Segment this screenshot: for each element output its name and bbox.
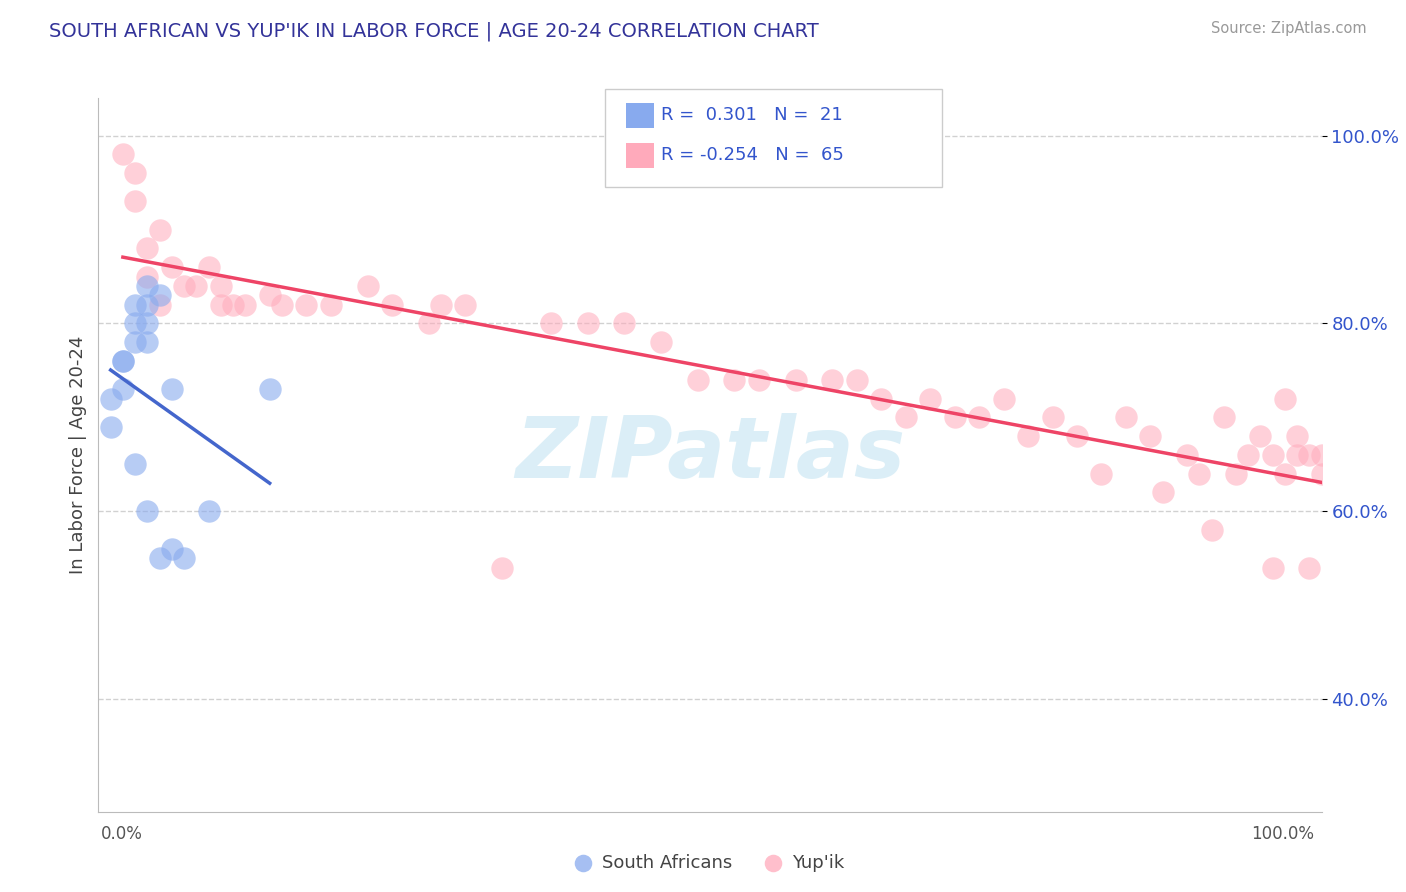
Point bbox=[430, 298, 453, 312]
Point bbox=[967, 410, 990, 425]
Point bbox=[748, 373, 770, 387]
Point bbox=[920, 392, 942, 406]
Point bbox=[222, 298, 245, 312]
Point bbox=[259, 288, 281, 302]
Point bbox=[1175, 448, 1198, 462]
Point bbox=[136, 504, 159, 518]
Text: South Africans: South Africans bbox=[602, 854, 733, 871]
Point bbox=[173, 279, 195, 293]
Point bbox=[1225, 467, 1247, 481]
Point bbox=[209, 298, 232, 312]
Point bbox=[723, 373, 745, 387]
Point bbox=[540, 317, 562, 331]
Point bbox=[1261, 448, 1284, 462]
Point bbox=[136, 279, 159, 293]
Y-axis label: In Labor Force | Age 20-24: In Labor Force | Age 20-24 bbox=[69, 335, 87, 574]
Point bbox=[1274, 392, 1296, 406]
Point bbox=[821, 373, 844, 387]
Point bbox=[149, 551, 172, 566]
Point bbox=[197, 504, 219, 518]
Point bbox=[1212, 410, 1234, 425]
Point bbox=[1188, 467, 1211, 481]
Point bbox=[233, 298, 256, 312]
Point bbox=[650, 335, 672, 350]
Text: R = -0.254   N =  65: R = -0.254 N = 65 bbox=[661, 146, 844, 164]
Point bbox=[1310, 448, 1333, 462]
Point bbox=[572, 855, 595, 870]
Point bbox=[149, 298, 172, 312]
Point bbox=[418, 317, 440, 331]
Point bbox=[894, 410, 917, 425]
Point bbox=[943, 410, 966, 425]
Point bbox=[111, 382, 134, 396]
Point bbox=[1286, 448, 1309, 462]
Point bbox=[686, 373, 709, 387]
Point bbox=[1017, 429, 1039, 443]
Point bbox=[1286, 429, 1309, 443]
Point bbox=[1249, 429, 1271, 443]
Point bbox=[160, 382, 183, 396]
Point bbox=[160, 541, 183, 556]
Point bbox=[1274, 467, 1296, 481]
Point bbox=[124, 458, 146, 472]
Point bbox=[100, 419, 122, 434]
Point bbox=[270, 298, 294, 312]
Point bbox=[845, 373, 868, 387]
Point bbox=[124, 335, 146, 350]
Point bbox=[124, 194, 146, 209]
Text: ZIPatlas: ZIPatlas bbox=[515, 413, 905, 497]
Point bbox=[173, 551, 195, 566]
Text: Source: ZipAtlas.com: Source: ZipAtlas.com bbox=[1211, 21, 1367, 37]
Point bbox=[149, 222, 172, 236]
Point bbox=[1237, 448, 1260, 462]
Point bbox=[136, 317, 159, 331]
Text: 0.0%: 0.0% bbox=[101, 825, 143, 843]
Point bbox=[454, 298, 477, 312]
Point bbox=[993, 392, 1015, 406]
Point bbox=[209, 279, 232, 293]
Point bbox=[576, 317, 599, 331]
Point bbox=[491, 560, 513, 574]
Point bbox=[186, 279, 208, 293]
Point bbox=[785, 373, 807, 387]
Point bbox=[100, 392, 122, 406]
Point bbox=[1115, 410, 1137, 425]
Point bbox=[1261, 560, 1284, 574]
Point bbox=[136, 298, 159, 312]
Point bbox=[1298, 448, 1320, 462]
Point bbox=[1042, 410, 1064, 425]
Point bbox=[356, 279, 378, 293]
Point bbox=[1201, 523, 1223, 537]
Point bbox=[1066, 429, 1088, 443]
Point bbox=[1310, 467, 1333, 481]
Point bbox=[111, 354, 134, 368]
Point bbox=[111, 354, 134, 368]
Point bbox=[160, 260, 183, 274]
Point bbox=[136, 335, 159, 350]
Text: R =  0.301   N =  21: R = 0.301 N = 21 bbox=[661, 106, 842, 124]
Point bbox=[762, 855, 785, 870]
Point bbox=[295, 298, 318, 312]
Point bbox=[124, 166, 146, 180]
Point bbox=[381, 298, 404, 312]
Point bbox=[149, 288, 172, 302]
Point bbox=[259, 382, 281, 396]
Point bbox=[613, 317, 636, 331]
Point bbox=[124, 317, 146, 331]
Point bbox=[111, 147, 134, 161]
Point bbox=[1090, 467, 1112, 481]
Point bbox=[1298, 560, 1320, 574]
Point bbox=[197, 260, 219, 274]
Point bbox=[1139, 429, 1161, 443]
Point bbox=[319, 298, 342, 312]
Point bbox=[136, 269, 159, 284]
Text: 100.0%: 100.0% bbox=[1251, 825, 1315, 843]
Point bbox=[1152, 485, 1174, 500]
Point bbox=[124, 298, 146, 312]
Text: Yup'ik: Yup'ik bbox=[792, 854, 844, 871]
Point bbox=[870, 392, 893, 406]
Text: SOUTH AFRICAN VS YUP'IK IN LABOR FORCE | AGE 20-24 CORRELATION CHART: SOUTH AFRICAN VS YUP'IK IN LABOR FORCE |… bbox=[49, 21, 818, 41]
Point bbox=[136, 241, 159, 255]
